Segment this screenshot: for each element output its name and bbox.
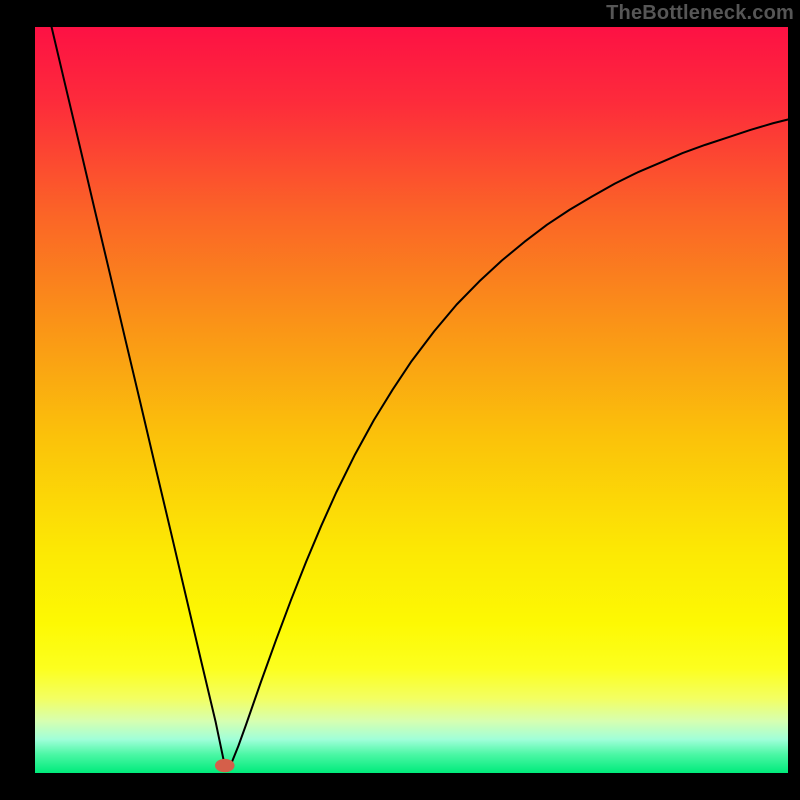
plot-background (35, 27, 788, 773)
stage: TheBottleneck.com (0, 0, 800, 800)
minimum-marker (215, 759, 235, 772)
bottleneck-chart (0, 0, 800, 800)
